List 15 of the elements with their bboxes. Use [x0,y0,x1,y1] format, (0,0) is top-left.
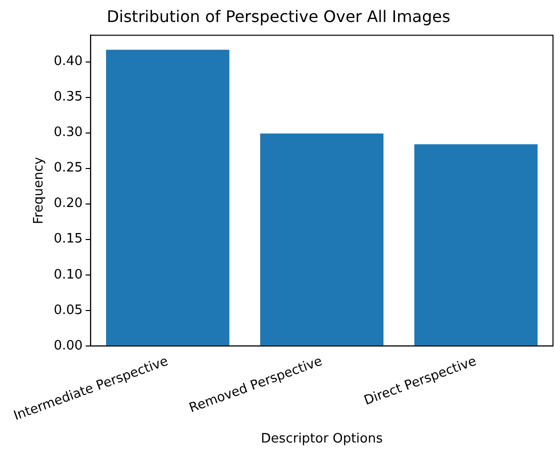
bar [106,50,230,346]
chart-title: Distribution of Perspective Over All Images [106,6,450,26]
y-tick-label: 0.25 [54,160,83,176]
y-tick-label: 0.05 [54,302,83,318]
y-tick-label: 0.15 [54,232,83,247]
y-tick-label: 0.10 [54,267,83,282]
y-tick-label: 0.40 [54,54,83,70]
y-tick-label: 0.00 [54,338,83,354]
bar [414,144,538,346]
bar [260,134,384,346]
y-axis-title: Frequency [31,156,46,224]
x-axis-title: Descriptor Options [260,432,383,447]
y-tick-label: 0.30 [54,125,83,140]
y-tick-label: 0.35 [54,90,83,105]
y-tick-label: 0.20 [54,196,83,212]
